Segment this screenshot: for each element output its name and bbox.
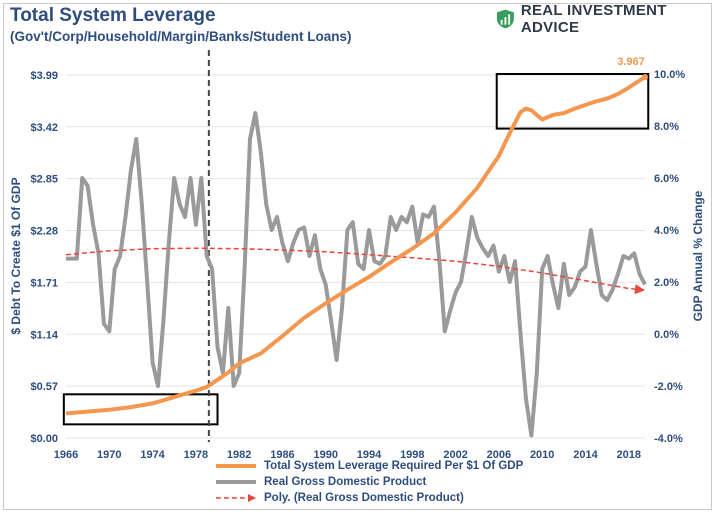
highlight-box <box>62 393 219 426</box>
legend-label-gdp: Real Gross Domestic Product <box>264 476 427 488</box>
x-tick-label: 1966 <box>54 449 78 461</box>
y-left-tick-label: $3.99 <box>30 70 58 82</box>
legend-item-gdp: Real Gross Domestic Product <box>216 474 523 490</box>
brand-name: REAL INVESTMENT ADVICE <box>520 2 667 36</box>
x-tick-label: 2018 <box>617 449 641 461</box>
brand-logo: REAL INVESTMENT ADVICE <box>496 2 717 36</box>
y-right-tick-label: 10.0% <box>654 69 685 81</box>
y-axis-right-label: GDP Annual % Change <box>691 190 705 321</box>
x-tick-label: 1998 <box>400 449 424 461</box>
leverage-end-point <box>642 74 648 81</box>
chart-subtitle: (Gov't/Corp/Household/Margin/Banks/Stude… <box>10 29 352 44</box>
x-tick-labels: 1966 1970 1974 1978 1982 1986 1990 1994 1998 2002… <box>54 449 641 461</box>
y-left-tick-label: $2.85 <box>30 174 58 186</box>
x-tick-label: 1986 <box>270 449 294 461</box>
y-left-tick-label: $1.14 <box>30 329 58 341</box>
y-left-tick-labels: $0.00 $0.57 $1.14 $1.71 $2.28 $2.85 $3.42 $3.99 <box>30 70 58 445</box>
chart-frame <box>3 3 712 510</box>
y-left-tick-label: $3.42 <box>30 122 58 134</box>
legend-swatch-poly <box>216 494 256 502</box>
legend-item-poly: Poly. (Real Gross Domestic Product) <box>216 490 523 506</box>
y-right-tick-labels: -4.0% -2.0% 0.0% 2.0% 4.0% 6.0% 8.0% 10.0% <box>654 69 685 445</box>
y-right-tick-label: 6.0% <box>654 173 679 185</box>
x-tick-label: 2002 <box>443 449 467 461</box>
legend-label-leverage: Total System Leverage Required Per $1 Of… <box>264 460 524 472</box>
shield-icon <box>496 9 514 29</box>
highlight-boxes <box>62 73 650 426</box>
x-tick-label: 1970 <box>97 449 121 461</box>
y-right-tick-label: 2.0% <box>654 277 679 289</box>
y-left-tick-label: $0.00 <box>30 433 58 445</box>
poly-trend-arrowhead <box>634 284 645 295</box>
y-right-tick-label: 4.0% <box>654 225 679 237</box>
y-right-tick-label: 0.0% <box>654 329 679 341</box>
x-tick-label: 1982 <box>227 449 251 461</box>
series-leverage-line <box>65 75 647 416</box>
chart-title: Total System Leverage <box>10 5 216 26</box>
x-tick-label: 1994 <box>357 449 382 461</box>
x-tick-label: 1990 <box>313 449 337 461</box>
series-poly-trend-line <box>65 247 646 292</box>
x-tick-label: 1978 <box>184 449 208 461</box>
x-tick-label: 2006 <box>487 449 511 461</box>
legend-item-leverage: Total System Leverage Required Per $1 Of… <box>216 458 523 474</box>
series-real-gdp-line <box>66 111 647 438</box>
legend-swatch-gdp <box>216 480 256 484</box>
legend: Total System Leverage Required Per $1 Of… <box>216 458 523 506</box>
y-left-tick-label: $0.57 <box>30 381 58 393</box>
legend-swatch-leverage <box>216 464 256 468</box>
legend-label-poly: Poly. (Real Gross Domestic Product) <box>264 492 464 504</box>
y-right-tick-label: -2.0% <box>654 381 683 393</box>
y-left-tick-label: $2.28 <box>30 226 58 238</box>
y-left-tick-label: $1.71 <box>30 277 58 289</box>
y-axis-left-label: $ Debt To Create $1 Of GDP <box>9 177 23 334</box>
y-right-tick-label: -4.0% <box>654 433 683 445</box>
annotation-3967: 3.967 <box>617 56 645 68</box>
x-tick-label: 1974 <box>140 449 165 461</box>
x-tick-label: 2014 <box>573 449 598 461</box>
y-right-tick-label: 8.0% <box>654 121 679 133</box>
highlight-box <box>495 73 650 130</box>
x-tick-label: 2010 <box>530 449 554 461</box>
